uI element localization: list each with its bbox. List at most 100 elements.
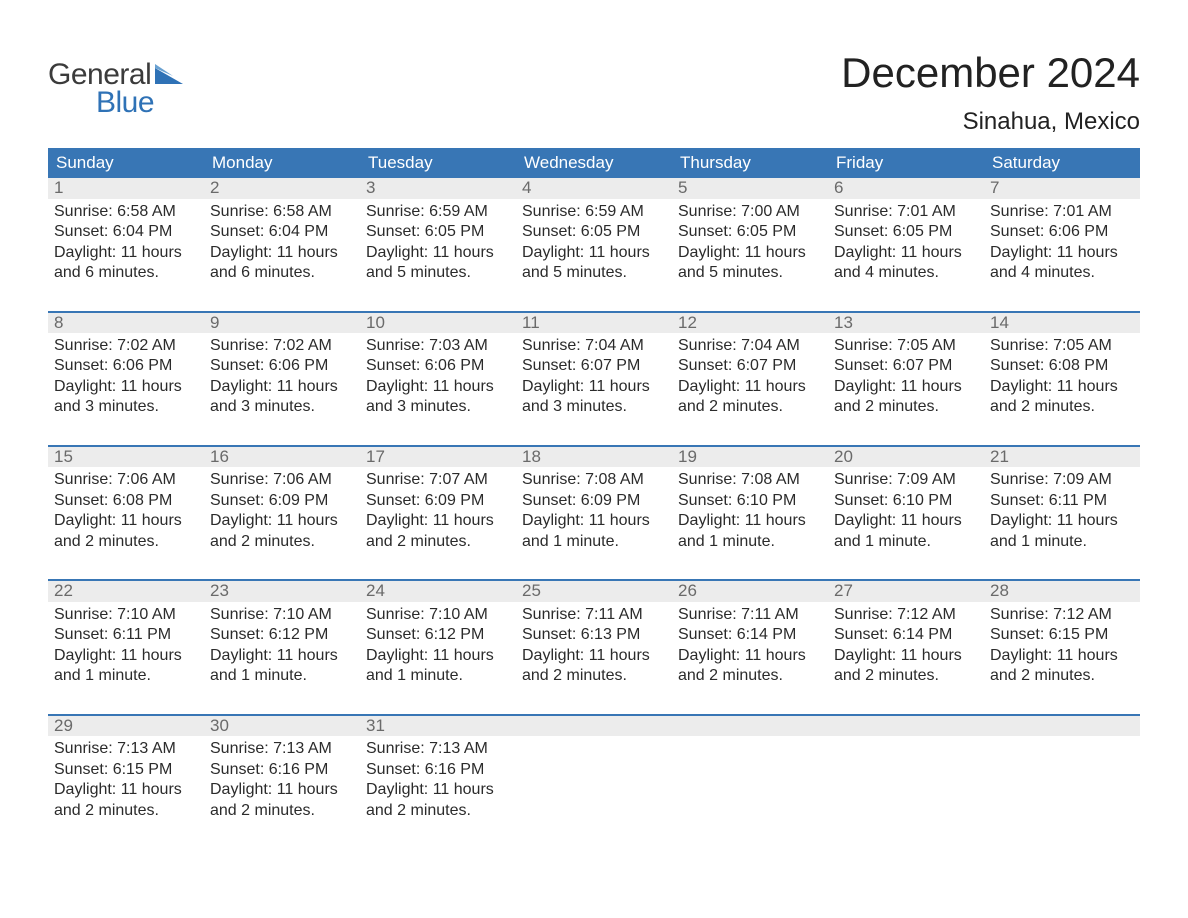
day-cell-line: Sunset: 6:04 PM [54,222,196,242]
day-header-wednesday: Wednesday [516,148,672,178]
day-cell-line: Daylight: 11 hours [366,511,508,531]
day-cell: Sunrise: 7:10 AMSunset: 6:12 PMDaylight:… [360,602,516,714]
day-number: 2 [204,178,360,198]
day-cell: Sunrise: 7:13 AMSunset: 6:16 PMDaylight:… [360,736,516,848]
day-cell-line: Daylight: 11 hours [54,646,196,666]
day-cell: Sunrise: 7:08 AMSunset: 6:10 PMDaylight:… [672,467,828,579]
day-cell-line: and 2 minutes. [54,801,196,821]
day-cell-line: and 3 minutes. [366,397,508,417]
day-cell: Sunrise: 6:59 AMSunset: 6:05 PMDaylight:… [360,199,516,311]
day-body-row: Sunrise: 7:13 AM Sunset: 6:15 PMDaylight:… [48,736,1140,848]
day-cell-line: Sunset: 6:10 PM [834,491,976,511]
day-number: 25 [516,581,672,601]
day-cell-line: and 3 minutes. [210,397,352,417]
day-cell-line: Daylight: 11 hours [522,377,664,397]
day-number: 30 [204,716,360,736]
day-cell-line: and 5 minutes. [678,263,820,283]
day-cell-line: Sunset: 6:15 PM [54,760,196,780]
day-cell-line: Daylight: 11 hours [990,511,1132,531]
day-number [984,716,1140,736]
day-cell-line: Sunset: 6:06 PM [366,356,508,376]
day-cell-line: Sunset: 6:09 PM [366,491,508,511]
day-cell-line: Daylight: 11 hours [990,646,1132,666]
day-cell-line: Sunset: 6:16 PM [366,760,508,780]
day-cell-line: Sunset: 6:16 PM [210,760,352,780]
day-cell-line: Daylight: 11 hours [678,377,820,397]
day-cell: Sunrise: 7:06 AMSunset: 6:09 PMDaylight:… [204,467,360,579]
day-number-row: 891011121314 [48,313,1140,333]
day-header-saturday: Saturday [984,148,1140,178]
day-cell-line: Sunset: 6:09 PM [522,491,664,511]
day-cell-line: Sunset: 6:06 PM [210,356,352,376]
day-cell-line: Sunset: 6:07 PM [522,356,664,376]
flag-icon [155,64,183,84]
day-cell-line: Sunrise: 7:13 AM [366,739,508,759]
day-number-row: 293031 [48,716,1140,736]
day-number: 11 [516,313,672,333]
day-number: 26 [672,581,828,601]
day-cell-line: Sunrise: 7:12 AM [834,605,976,625]
day-header-row: Sunday Monday Tuesday Wednesday Thursday… [48,148,1140,178]
day-cell-line: Sunset: 6:13 PM [522,625,664,645]
day-cell-line: Sunset: 6:08 PM [54,491,196,511]
day-number-row: 22232425262728 [48,581,1140,601]
day-cell [984,736,1140,848]
day-cell-line: and 6 minutes. [54,263,196,283]
day-cell: Sunrise: 7:11 AMSunset: 6:14 PMDaylight:… [672,602,828,714]
day-cell-line: Sunset: 6:11 PM [54,625,196,645]
day-cell-line: Sunrise: 7:05 AM [834,336,976,356]
day-number: 5 [672,178,828,198]
day-cell: Sunrise: 7:06 AMSunset: 6:08 PMDaylight:… [48,467,204,579]
day-number: 9 [204,313,360,333]
day-cell-line: and 2 minutes. [678,397,820,417]
day-cell-line: Sunset: 6:05 PM [522,222,664,242]
day-number-row: 15161718192021 [48,447,1140,467]
day-cell-line: and 1 minute. [54,666,196,686]
day-cell: Sunrise: 7:01 AMSunset: 6:06 PMDaylight:… [984,199,1140,311]
day-cell-line: Daylight: 11 hours [366,243,508,263]
day-cell-line: Sunrise: 6:58 AM [54,202,196,222]
day-number: 14 [984,313,1140,333]
day-cell: Sunrise: 7:11 AMSunset: 6:13 PMDaylight:… [516,602,672,714]
day-cell-line: and 1 minute. [834,532,976,552]
calendar-page: General Blue December 2024 Sinahua, Mexi… [0,0,1188,888]
day-cell-line: and 2 minutes. [210,801,352,821]
day-cell: Sunrise: 7:04 AMSunset: 6:07 PMDaylight:… [672,333,828,445]
day-cell: Sunrise: 7:07 AMSunset: 6:09 PMDaylight:… [360,467,516,579]
day-cell-line: and 2 minutes. [210,532,352,552]
day-cell-line: Sunrise: 7:12 AM [990,605,1132,625]
calendar-table: Sunday Monday Tuesday Wednesday Thursday… [48,148,1140,848]
day-number: 6 [828,178,984,198]
day-cell-line: and 4 minutes. [990,263,1132,283]
day-cell-line: Daylight: 11 hours [54,511,196,531]
day-number: 15 [48,447,204,467]
day-body-row: Sunrise: 7:10 AMSunset: 6:11 PMDaylight:… [48,602,1140,714]
day-cell-line: Sunrise: 7:09 AM [834,470,976,490]
day-cell-line: Sunset: 6:04 PM [210,222,352,242]
day-number [828,716,984,736]
day-cell-line: Sunset: 6:05 PM [366,222,508,242]
day-number-row: 1234567 [48,178,1140,198]
day-cell-line: Daylight: 11 hours [366,646,508,666]
day-number: 29 [48,716,204,736]
day-cell-line: Sunrise: 7:06 AM [54,470,196,490]
day-body-row: Sunrise: 6:58 AMSunset: 6:04 PMDaylight:… [48,199,1140,311]
day-cell-line: Daylight: 11 hours [210,511,352,531]
day-cell-line: Sunrise: 7:04 AM [522,336,664,356]
day-cell: Sunrise: 6:59 AMSunset: 6:05 PMDaylight:… [516,199,672,311]
day-cell-line: and 2 minutes. [54,532,196,552]
day-number: 18 [516,447,672,467]
day-header-tuesday: Tuesday [360,148,516,178]
day-cell-line: Daylight: 11 hours [54,243,196,263]
day-cell-line: and 1 minute. [366,666,508,686]
day-cell-line: and 5 minutes. [366,263,508,283]
day-header-friday: Friday [828,148,984,178]
day-cell-line: and 3 minutes. [522,397,664,417]
day-cell-line: and 6 minutes. [210,263,352,283]
day-number: 27 [828,581,984,601]
day-cell-line: and 5 minutes. [522,263,664,283]
day-cell-line: Daylight: 11 hours [54,377,196,397]
day-cell: Sunrise: 7:12 AMSunset: 6:14 PMDaylight:… [828,602,984,714]
day-cell-line: Daylight: 11 hours [54,780,196,800]
day-cell-line: and 2 minutes. [990,397,1132,417]
